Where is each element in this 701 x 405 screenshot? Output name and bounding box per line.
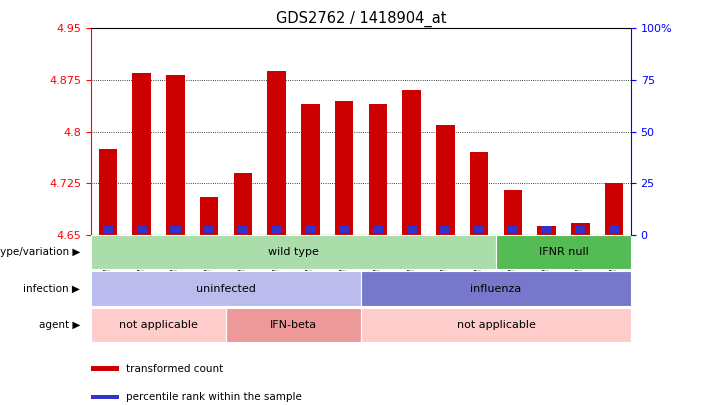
Bar	[402, 90, 421, 235]
Text: genotype/variation ▶: genotype/variation ▶	[0, 247, 81, 257]
Bar	[470, 152, 489, 235]
Bar	[436, 125, 455, 235]
Bar	[99, 149, 117, 235]
Bar	[238, 226, 248, 233]
Bar	[335, 101, 353, 235]
Bar	[271, 226, 282, 233]
Bar	[361, 308, 631, 342]
Bar	[571, 222, 590, 235]
Text: influenza: influenza	[470, 284, 522, 294]
Bar	[91, 394, 119, 399]
Bar	[508, 226, 518, 233]
Bar	[609, 226, 619, 233]
Bar	[91, 235, 496, 269]
Text: infection ▶: infection ▶	[23, 284, 81, 294]
Bar	[103, 226, 113, 233]
Bar	[170, 226, 181, 233]
Title: GDS2762 / 1418904_at: GDS2762 / 1418904_at	[275, 11, 447, 27]
Bar	[267, 71, 286, 235]
Bar	[91, 308, 226, 342]
Bar	[537, 226, 556, 235]
Bar	[474, 226, 484, 233]
Bar	[306, 226, 315, 233]
Bar	[339, 226, 349, 233]
Bar	[503, 190, 522, 235]
Bar	[91, 271, 361, 306]
Bar	[204, 226, 215, 233]
Bar	[541, 226, 552, 233]
Bar	[166, 75, 185, 235]
Text: percentile rank within the sample: percentile rank within the sample	[126, 392, 302, 402]
Bar	[440, 226, 451, 233]
Text: transformed count: transformed count	[126, 364, 224, 373]
Bar	[301, 104, 320, 235]
Bar	[226, 308, 361, 342]
Text: IFNR null: IFNR null	[538, 247, 588, 257]
Bar	[91, 366, 119, 371]
Bar	[361, 271, 631, 306]
Bar	[200, 197, 219, 235]
Text: IFN-beta: IFN-beta	[270, 320, 317, 330]
Bar	[576, 226, 585, 233]
Bar	[373, 226, 383, 233]
Text: not applicable: not applicable	[456, 320, 536, 330]
Text: agent ▶: agent ▶	[39, 320, 81, 330]
Bar	[605, 183, 623, 235]
Text: uninfected: uninfected	[196, 284, 256, 294]
Bar	[233, 173, 252, 235]
Text: not applicable: not applicable	[119, 320, 198, 330]
Text: wild type: wild type	[268, 247, 319, 257]
Bar	[137, 226, 147, 233]
Bar	[496, 235, 631, 269]
Bar	[132, 73, 151, 235]
Bar	[407, 226, 416, 233]
Bar	[369, 104, 387, 235]
